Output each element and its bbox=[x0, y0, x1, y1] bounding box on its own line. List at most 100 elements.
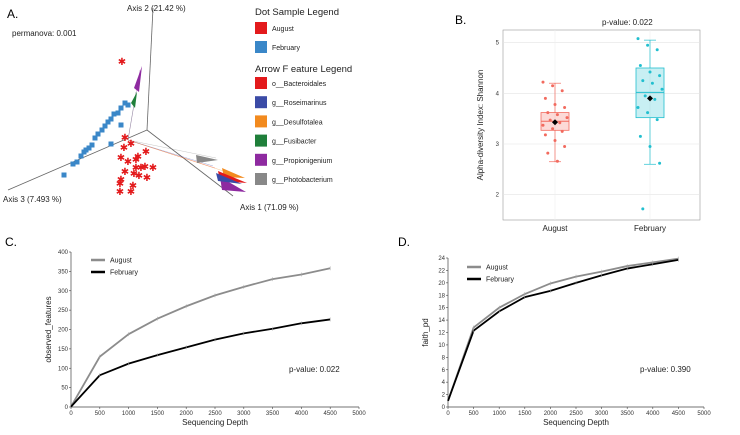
box-data-point bbox=[660, 87, 664, 91]
sample-point-august: ✱ bbox=[137, 163, 145, 174]
box-data-point bbox=[543, 96, 547, 100]
sample-point-february bbox=[86, 145, 92, 151]
sample-point-february bbox=[95, 131, 101, 137]
box-data-point bbox=[638, 63, 642, 67]
panel-d-pvalue: p-value: 0.390 bbox=[640, 365, 691, 374]
sample-point-august: ✱ bbox=[127, 139, 135, 150]
box-data-point bbox=[643, 94, 647, 98]
sample-point-february bbox=[122, 100, 128, 106]
panel-d-ytick-label: 22 bbox=[438, 268, 445, 274]
box-data-point bbox=[641, 79, 645, 83]
box-data-point bbox=[646, 111, 650, 115]
panel-d-ytick-label: 24 bbox=[438, 256, 445, 262]
panel-label-d: D. bbox=[398, 235, 410, 249]
panel-d-xtick-label: 500 bbox=[469, 411, 480, 417]
panel-d-xtick-label: 0 bbox=[446, 411, 450, 417]
box-data-point bbox=[555, 113, 559, 117]
panel-c-ytick-label: 400 bbox=[58, 250, 69, 256]
sample-point-august: ✱ bbox=[135, 171, 143, 182]
panel-c-xlabel: Sequencing Depth bbox=[182, 418, 248, 427]
sample-point-february bbox=[89, 142, 95, 148]
sample-point-august: ✱ bbox=[118, 57, 126, 68]
arrow-legend-swatch bbox=[255, 134, 267, 147]
arrow-legend-swatch bbox=[255, 153, 267, 166]
panel-c-ytick-label: 350 bbox=[58, 269, 69, 275]
box-february bbox=[635, 67, 665, 119]
dot-legend-label: February bbox=[272, 45, 301, 52]
box-data-point bbox=[546, 111, 550, 115]
panel-d-series-august bbox=[447, 257, 679, 402]
panel-d-xtick-label: 4500 bbox=[672, 411, 686, 417]
panel-b-plot-frame bbox=[502, 29, 701, 221]
panel-c-ytick-label: 150 bbox=[58, 347, 69, 353]
sample-point-august: ✱ bbox=[127, 187, 135, 198]
sample-point-february bbox=[61, 172, 67, 178]
sample-point-february bbox=[74, 159, 80, 165]
panel-b-xtick-label: February bbox=[634, 224, 666, 233]
axis-1-label: Axis 1 (71.09 %) bbox=[240, 203, 299, 212]
dot-legend-swatch bbox=[255, 41, 267, 53]
box-data-point bbox=[638, 134, 642, 138]
panel-d-xtick-label: 3000 bbox=[595, 411, 609, 417]
box-data-point bbox=[648, 145, 652, 149]
arrow-legend-swatch bbox=[255, 96, 267, 109]
arrow-legend-label: g__Fusibacter bbox=[272, 139, 317, 146]
arrow-legend-label: g__Propionigenium bbox=[272, 158, 332, 165]
arrow-legend-label: g__Roseimarinus bbox=[272, 100, 327, 107]
sample-point-august: ✱ bbox=[141, 162, 149, 173]
arrow-legend-swatch bbox=[255, 115, 267, 128]
box-data-point bbox=[636, 37, 640, 41]
box-data-point bbox=[548, 118, 552, 122]
axis-3-label: Axis 3 (7.493 %) bbox=[3, 195, 62, 204]
sample-point-august: ✱ bbox=[143, 173, 151, 184]
sample-point-august: ✱ bbox=[121, 167, 129, 178]
sample-point-february bbox=[92, 135, 98, 141]
sample-point-august: ✱ bbox=[117, 175, 125, 186]
box-mean-marker bbox=[647, 95, 653, 102]
panel-d-ytick-label: 4 bbox=[442, 380, 446, 386]
panel-c-legend-label: February bbox=[110, 270, 139, 277]
sample-point-august: ✱ bbox=[149, 163, 157, 174]
sample-point-august: ✱ bbox=[124, 157, 132, 168]
box-data-point bbox=[636, 106, 640, 110]
box-data-point bbox=[551, 127, 555, 131]
panel-d-ytick-label: 6 bbox=[442, 368, 446, 374]
box-data-point bbox=[541, 80, 545, 84]
panel-d-ytick-label: 16 bbox=[438, 306, 445, 312]
arrow-legend-label: o__Bacteroidales bbox=[272, 81, 327, 88]
box-data-point bbox=[553, 102, 557, 106]
panel-d-xtick-label: 5000 bbox=[697, 411, 711, 417]
sample-point-august: ✱ bbox=[121, 133, 129, 144]
panel-c-legend-label: August bbox=[110, 258, 132, 265]
panel-c-pvalue: p-value: 0.022 bbox=[289, 365, 340, 374]
sample-point-february bbox=[99, 127, 105, 133]
biplot-arrow-head bbox=[216, 173, 242, 184]
panel-d-ytick-label: 18 bbox=[438, 293, 445, 299]
panel-b-pvalue: p-value: 0.022 bbox=[602, 18, 653, 27]
sample-point-february bbox=[81, 149, 87, 155]
sample-point-february bbox=[102, 123, 108, 129]
panel-d-ytick-label: 12 bbox=[438, 331, 445, 337]
box-mean-marker bbox=[552, 119, 558, 126]
sample-point-august: ✱ bbox=[132, 163, 140, 174]
sample-point-february bbox=[125, 102, 131, 108]
sample-point-february bbox=[111, 111, 117, 117]
box-data-point bbox=[658, 161, 662, 165]
box-data-point bbox=[653, 97, 657, 101]
panel-c-ytick-label: 50 bbox=[61, 386, 68, 392]
sample-point-february bbox=[115, 110, 121, 116]
panel-d-ytick-label: 10 bbox=[438, 343, 445, 349]
sample-point-august: ✱ bbox=[129, 181, 137, 192]
arrow-legend-label: g__Photobacterium bbox=[272, 177, 333, 184]
panel-d-legend-label: August bbox=[486, 265, 508, 272]
panel-d-xtick-label: 3500 bbox=[621, 411, 635, 417]
sample-point-august: ✱ bbox=[116, 187, 124, 198]
panel-c-ylabel: observed_features bbox=[44, 296, 53, 362]
panel-c-xtick-label: 5000 bbox=[352, 411, 366, 417]
panel-c-ytick-label: 0 bbox=[65, 405, 69, 411]
box-data-point bbox=[658, 74, 662, 78]
panel-c-xtick-label: 3500 bbox=[266, 411, 280, 417]
panel-c-series-february bbox=[70, 318, 331, 408]
